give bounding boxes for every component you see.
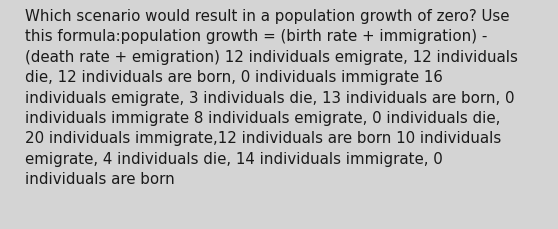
- Text: Which scenario would result in a population growth of zero? Use
this formula:pop: Which scenario would result in a populat…: [25, 9, 518, 186]
